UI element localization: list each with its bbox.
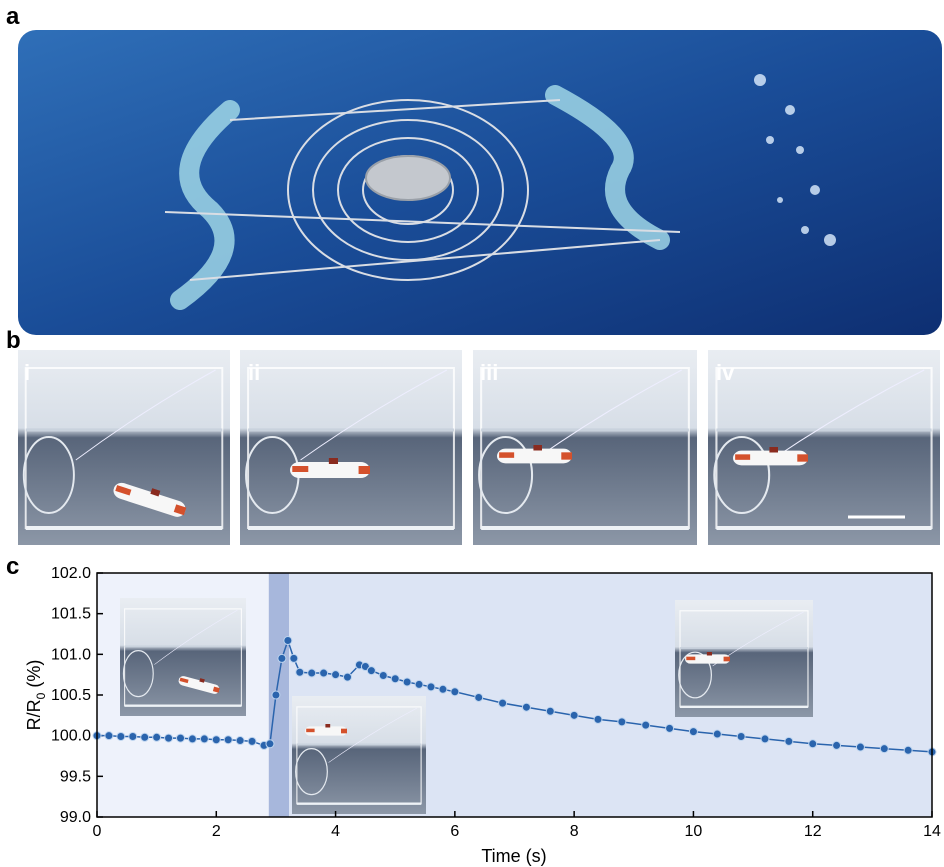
data-point [272, 691, 280, 699]
figure: a b i ii iii iv c 99.0 99.5 100.0 100.5 101.… [0, 0, 944, 867]
data-point [332, 671, 340, 679]
data-point [833, 741, 841, 749]
panel-label: a [6, 3, 20, 30]
inset-photo [120, 598, 246, 716]
x-axis-label: Time (s) [481, 846, 546, 866]
data-point [451, 688, 459, 696]
panel-label: b [6, 327, 21, 354]
x-tick-label: 14 [923, 823, 941, 840]
data-point [367, 667, 375, 675]
data-point [296, 668, 304, 676]
data-point [200, 735, 208, 743]
x-tick-label: 2 [212, 823, 221, 840]
data-point [165, 734, 173, 742]
data-point [904, 746, 912, 754]
data-point [475, 693, 483, 701]
data-point [379, 671, 387, 679]
data-point [153, 733, 161, 741]
x-tick-label: 10 [685, 823, 703, 840]
photo-b [473, 350, 697, 545]
y-tick-label: 100.5 [51, 687, 91, 704]
x-tick-label: 12 [804, 823, 822, 840]
data-point [391, 675, 399, 683]
y-tick-label: 101.5 [51, 606, 91, 623]
data-point [236, 737, 244, 745]
data-point [248, 737, 256, 745]
data-point [689, 728, 697, 736]
data-point [618, 718, 626, 726]
photo-b [240, 350, 462, 545]
panel-label: c [6, 553, 19, 580]
data-point [737, 732, 745, 740]
x-tick-label: 8 [570, 823, 579, 840]
x-tick-label: 0 [93, 823, 102, 840]
x-tick-label: 6 [450, 823, 459, 840]
data-point [785, 737, 793, 745]
data-point [266, 740, 274, 748]
data-point [880, 745, 888, 753]
data-point [415, 680, 423, 688]
data-point [570, 711, 578, 719]
data-point [522, 703, 530, 711]
subpanel-label: iv [716, 360, 735, 385]
y-tick-label: 99.5 [60, 768, 91, 785]
data-point [290, 654, 298, 662]
subpanel-label: ii [248, 360, 260, 385]
y-tick-label: 99.0 [60, 809, 91, 826]
data-point [499, 699, 507, 707]
data-point [284, 637, 292, 645]
data-point [809, 740, 817, 748]
y-axis-label: R/R0 (%) [24, 660, 48, 731]
data-point [320, 669, 328, 677]
data-point [642, 721, 650, 729]
data-point [188, 735, 196, 743]
data-point [546, 707, 554, 715]
subpanel-label: i [24, 360, 30, 385]
data-point [177, 734, 185, 742]
y-tick-label: 102.0 [51, 565, 91, 582]
data-point [141, 733, 149, 741]
y-tick-label: 101.0 [51, 646, 91, 663]
data-point [308, 669, 316, 677]
data-point [713, 730, 721, 738]
data-point [105, 732, 113, 740]
x-tick-label: 4 [331, 823, 340, 840]
y-label-part: R/R [24, 699, 44, 730]
data-point [856, 743, 864, 751]
data-point [224, 736, 232, 744]
photo-a [18, 30, 942, 335]
data-point [427, 683, 435, 691]
data-point [117, 732, 125, 740]
data-point [344, 673, 352, 681]
data-point [129, 732, 137, 740]
data-point [666, 724, 674, 732]
inset-photo [292, 696, 426, 814]
data-point [761, 735, 769, 743]
y-label-unit: (%) [24, 660, 44, 693]
data-point [278, 654, 286, 662]
data-point [212, 736, 220, 744]
photo-b [18, 350, 230, 545]
subpanel-label: iii [480, 360, 498, 385]
y-tick-label: 100.0 [51, 728, 91, 745]
data-point [403, 678, 411, 686]
data-point [439, 685, 447, 693]
photo-b [708, 350, 940, 545]
data-point [594, 715, 602, 723]
